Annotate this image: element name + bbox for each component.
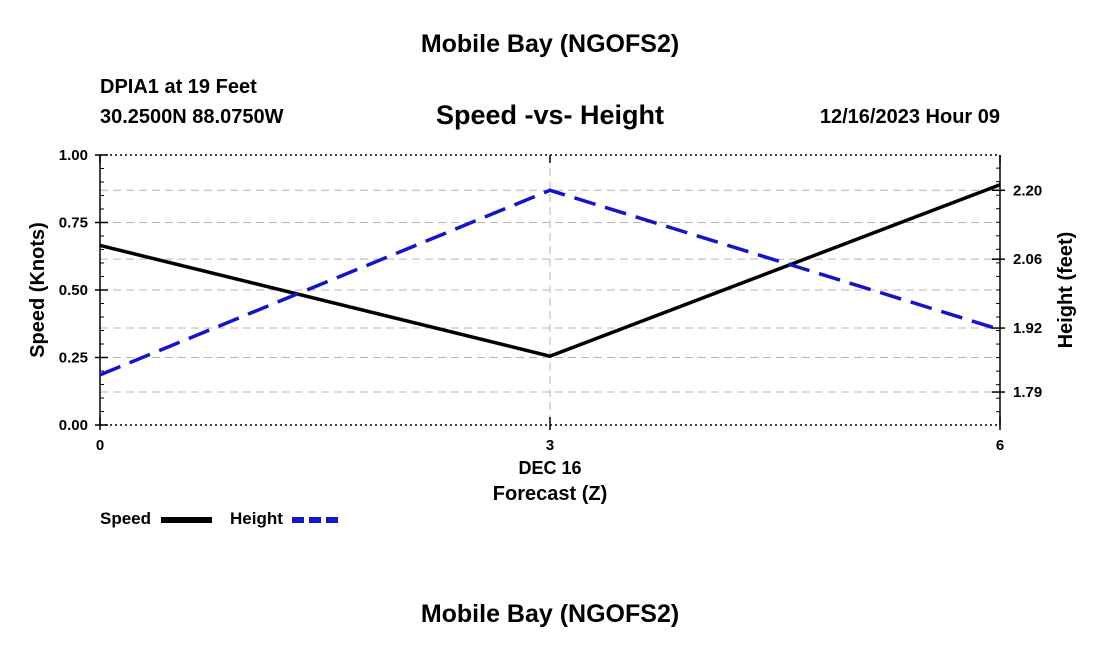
x-date-label: DEC 16 [518,458,581,478]
station-label: DPIA1 at 19 Feet [100,76,257,98]
forecast-datetime: 12/16/2023 Hour 09 [819,106,1000,128]
series-line-speed [99,183,1001,358]
left-tick-label: 0.25 [59,350,88,367]
left-tick-label: 1.00 [59,147,88,164]
right-tick-label: 1.79 [1013,384,1042,401]
left-tick-label: 0.75 [59,215,88,232]
legend-speed-label: Speed [100,509,152,528]
x-tick-label: 3 [546,437,554,454]
series-line-height [99,188,1001,377]
x-tick-label: 6 [996,437,1004,454]
x-tick-label: 0 [96,437,104,454]
right-tick-label: 1.92 [1013,320,1042,337]
page-title: Mobile Bay (NGOFS2) [420,30,680,58]
chart-title: Speed -vs- Height [435,100,665,130]
right-tick-label: 2.06 [1013,251,1042,268]
x-axis-title: Forecast (Z) [493,483,607,505]
left-tick-label: 0.00 [59,417,88,434]
legend-height-label: Height [230,509,283,528]
grid-lines [100,155,1000,425]
series-lines [99,183,1001,377]
left-tick-label: 0.50 [59,282,88,299]
axis-ticks [95,154,1005,430]
station-coordinates: 30.2500N 88.0750W [100,106,284,128]
right-axis-title: Height (feet) [1055,232,1077,349]
left-axis-title: Speed (Knots) [27,222,49,358]
axis-labels: 0.00 0.25 0.50 0.75 1.00 1.79 1.92 2.06 2.20 0 3 6 D… [27,147,1077,505]
page-footer-title: Mobile Bay (NGOFS2) [420,600,680,628]
right-tick-label: 2.20 [1013,182,1042,199]
